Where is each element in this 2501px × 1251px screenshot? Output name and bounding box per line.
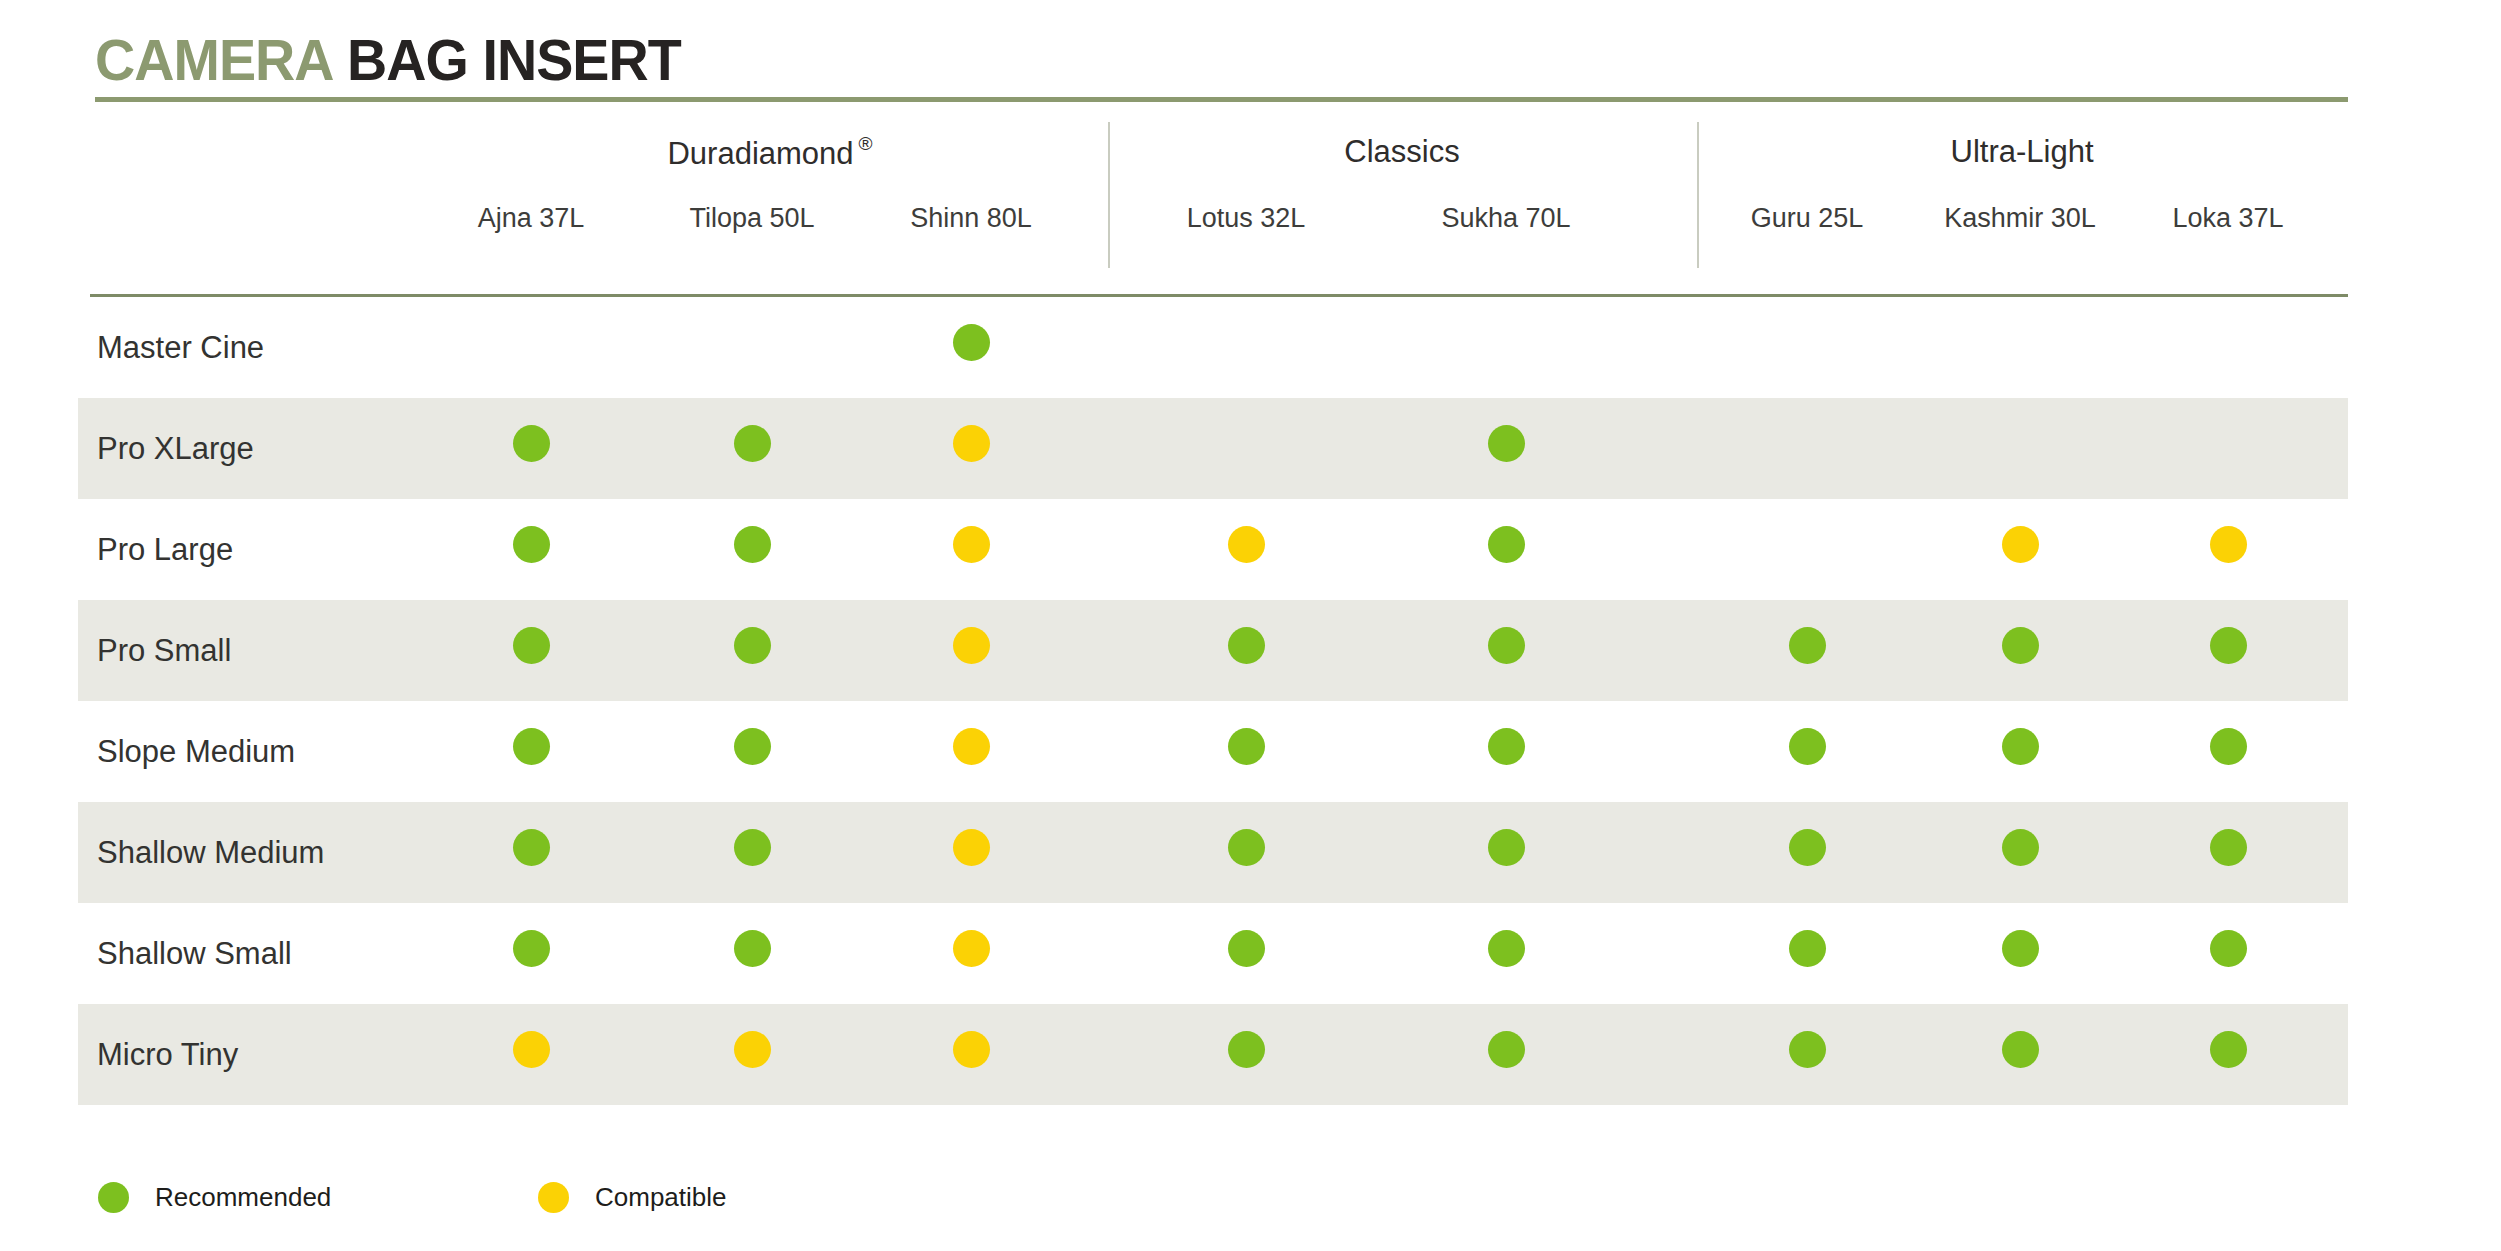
recommended-dot [1228,1031,1265,1068]
recommended-dot [513,728,550,765]
recommended-dot [734,728,771,765]
column-header: Ajna 37L [478,203,585,234]
recommended-dot [1789,1031,1826,1068]
recommended-dot [734,425,771,462]
page-title: CAMERABAG INSERT [95,28,681,92]
recommended-dot [2002,627,2039,664]
compatible-dot [953,526,990,563]
row-label: Slope Medium [97,701,295,802]
legend-label-compatible: Compatible [595,1182,727,1213]
recommended-dot [1228,829,1265,866]
compatible-dot [513,1031,550,1068]
compatible-dot [2210,526,2247,563]
legend-item-compatible: Compatible [538,1166,727,1228]
row-label: Master Cine [97,297,264,398]
registered-trademark: ® [859,133,873,154]
recommended-dot [1488,526,1525,563]
column-header: Lotus 32L [1187,203,1306,234]
recommended-dot [513,526,550,563]
recommended-dot [1488,425,1525,462]
recommended-dot [98,1182,129,1213]
recommended-dot [1488,829,1525,866]
recommended-dot [2210,728,2247,765]
compatibility-matrix-page: CAMERABAG INSERT Duradiamond® Ajna 37L Til… [0,0,2501,1251]
recommended-dot [1789,829,1826,866]
legend-label-recommended: Recommended [155,1182,331,1213]
recommended-dot [734,526,771,563]
column-header: Tilopa 50L [689,203,814,234]
legend: Recommended Compatible [98,1166,1098,1228]
recommended-dot [513,425,550,462]
recommended-dot [513,627,550,664]
compatible-dot [953,1031,990,1068]
row-label: Pro Large [97,499,233,600]
compatible-dot [734,1031,771,1068]
column-header: Kashmir 30L [1944,203,2096,234]
compatible-dot [538,1182,569,1213]
compatible-dot [2002,526,2039,563]
recommended-dot [2210,930,2247,967]
compatible-dot [953,627,990,664]
table-row [78,297,2348,398]
group-divider [1697,122,1699,268]
recommended-dot [2002,930,2039,967]
recommended-dot [1789,728,1826,765]
recommended-dot [513,829,550,866]
recommended-dot [1488,728,1525,765]
column-header: Guru 25L [1751,203,1864,234]
recommended-dot [1789,930,1826,967]
recommended-dot [1228,930,1265,967]
recommended-dot [2210,627,2247,664]
row-label: Pro XLarge [97,398,254,499]
column-group-title: Duradiamond® [667,133,872,172]
compatible-dot [1228,526,1265,563]
recommended-dot [1488,930,1525,967]
title-underline [95,97,2348,102]
page-title-accent: CAMERA [95,27,334,92]
recommended-dot [2002,1031,2039,1068]
row-label: Micro Tiny [97,1004,238,1105]
recommended-dot [734,829,771,866]
column-group-title: Ultra-Light [1951,134,2094,170]
recommended-dot [734,627,771,664]
recommended-dot [1228,728,1265,765]
recommended-dot [513,930,550,967]
table-row [78,398,2348,499]
recommended-dot [2002,829,2039,866]
group-divider [1108,122,1110,268]
recommended-dot [2210,1031,2247,1068]
row-label: Shallow Small [97,903,292,1004]
legend-item-recommended: Recommended [98,1166,331,1228]
column-header: Loka 37L [2172,203,2283,234]
recommended-dot [2002,728,2039,765]
page-title-rest: BAG INSERT [347,27,681,92]
compatible-dot [953,829,990,866]
column-group-title: Classics [1344,134,1459,170]
row-label: Shallow Medium [97,802,324,903]
recommended-dot [953,324,990,361]
compatible-dot [953,425,990,462]
column-header: Sukha 70L [1441,203,1570,234]
recommended-dot [1789,627,1826,664]
recommended-dot [1488,1031,1525,1068]
compatible-dot [953,930,990,967]
recommended-dot [1228,627,1265,664]
compatible-dot [953,728,990,765]
column-header: Shinn 80L [910,203,1032,234]
row-label: Pro Small [97,600,231,701]
recommended-dot [2210,829,2247,866]
recommended-dot [1488,627,1525,664]
recommended-dot [734,930,771,967]
